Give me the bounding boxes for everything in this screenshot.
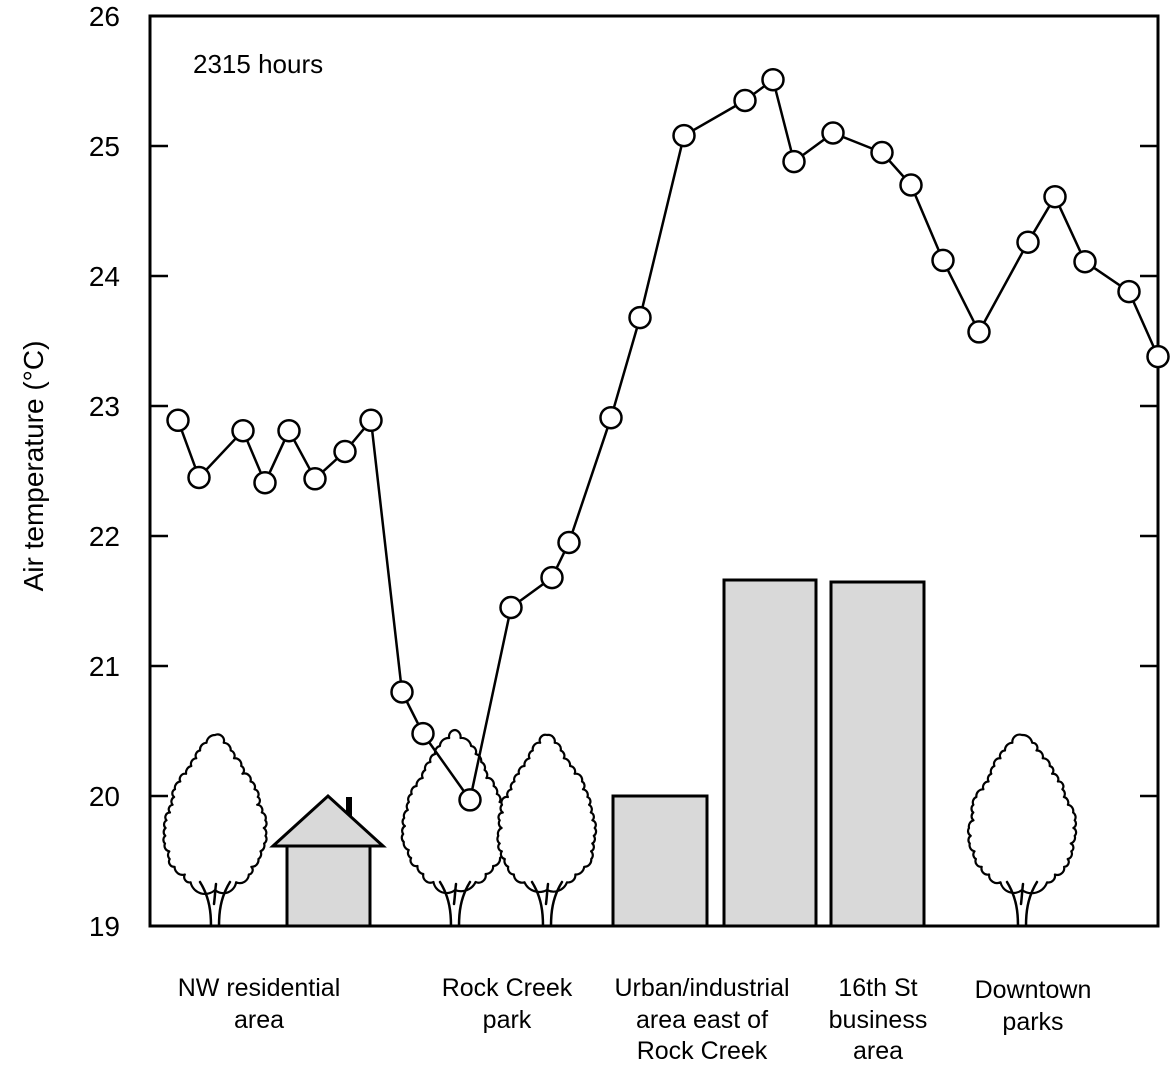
region-label-downtown-parks-line-2: parks xyxy=(1002,1008,1063,1036)
time-annotation: 2315 hours xyxy=(193,49,323,79)
data-point xyxy=(870,140,894,165)
building-icon xyxy=(829,580,926,928)
data-point xyxy=(253,470,277,495)
building-icon xyxy=(611,794,709,928)
data-point xyxy=(333,439,357,464)
data-point xyxy=(628,305,652,330)
data-point xyxy=(411,721,435,746)
region-label-16th-st-business-line-2: business xyxy=(829,1006,928,1034)
tree-icon xyxy=(400,728,510,928)
house-icon xyxy=(269,793,387,928)
tree-canopy xyxy=(496,733,598,893)
series-line-air-temperature xyxy=(176,78,1160,802)
tree-trunk xyxy=(198,880,232,928)
data-point xyxy=(899,173,923,197)
tree-canopy xyxy=(162,733,268,895)
data-point xyxy=(782,149,806,174)
house-chimney xyxy=(346,797,352,818)
region-label-16th-st-business-line-1: 16th St xyxy=(838,974,917,1002)
land-use-illustrations xyxy=(162,578,1078,928)
y-tick-label: 26 xyxy=(89,1,120,32)
data-point xyxy=(1117,279,1141,304)
y-axis-label: Air temperature (°C) xyxy=(18,341,49,592)
data-point xyxy=(359,408,383,433)
y-tick-label: 21 xyxy=(89,651,120,682)
building-icon xyxy=(722,578,818,928)
data-point xyxy=(540,565,564,590)
data-point xyxy=(187,465,211,490)
data-point xyxy=(761,67,785,92)
y-tick-label: 20 xyxy=(89,781,120,812)
y-tick-label: 22 xyxy=(89,521,120,552)
data-point xyxy=(166,408,190,433)
data-point xyxy=(733,88,757,113)
house-body xyxy=(285,844,372,928)
data-point xyxy=(821,121,845,145)
data-point xyxy=(967,320,991,344)
data-point xyxy=(557,530,581,555)
region-label-rock-creek-park-line-2: park xyxy=(483,1006,532,1034)
data-point xyxy=(303,467,327,491)
y-tick-label: 19 xyxy=(89,911,120,942)
region-label-urban-industrial-line-3: Rock Creek xyxy=(637,1037,768,1065)
tree-trunk xyxy=(438,880,472,928)
data-point xyxy=(1016,230,1040,254)
data-point xyxy=(277,418,301,443)
house-roof xyxy=(269,793,387,848)
data-point xyxy=(231,418,255,443)
tree-icon xyxy=(966,733,1078,928)
region-label-16th-st-business-line-3: area xyxy=(853,1037,903,1065)
region-label-urban-industrial-line-2: area east of xyxy=(636,1006,768,1034)
region-label-nw-residential-line-1: NW residential xyxy=(178,974,341,1002)
tree-icon xyxy=(162,733,268,928)
data-point xyxy=(599,405,623,430)
data-point xyxy=(1073,249,1097,274)
region-label-downtown-parks-line-1: Downtown xyxy=(975,976,1092,1004)
data-point xyxy=(1043,184,1067,209)
region-label-urban-industrial-line-1: Urban/industrial xyxy=(614,974,789,1002)
tree-trunk xyxy=(530,880,564,928)
data-points xyxy=(166,67,1170,812)
y-tick-label: 24 xyxy=(89,261,120,292)
y-axis-tick-labels: 19 20 21 22 23 24 25 26 xyxy=(89,1,120,942)
y-tick-label: 25 xyxy=(89,131,120,162)
data-point xyxy=(390,680,414,704)
tree-icon xyxy=(496,733,598,928)
data-point xyxy=(1146,344,1170,369)
data-point xyxy=(931,248,955,273)
tree-canopy xyxy=(400,728,510,895)
data-point xyxy=(499,595,523,620)
region-label-rock-creek-park-line-1: Rock Creek xyxy=(442,974,573,1002)
region-label-nw-residential-line-2: area xyxy=(234,1006,284,1034)
y-tick-label: 23 xyxy=(89,391,120,422)
plot-frame xyxy=(148,14,1160,928)
data-point xyxy=(458,788,482,812)
region-labels: NW residential area Rock Creek park Urba… xyxy=(178,974,1092,1065)
tree-trunk xyxy=(1005,880,1039,928)
tree-canopy xyxy=(966,733,1078,895)
trees xyxy=(162,728,1078,928)
data-point xyxy=(672,123,696,148)
